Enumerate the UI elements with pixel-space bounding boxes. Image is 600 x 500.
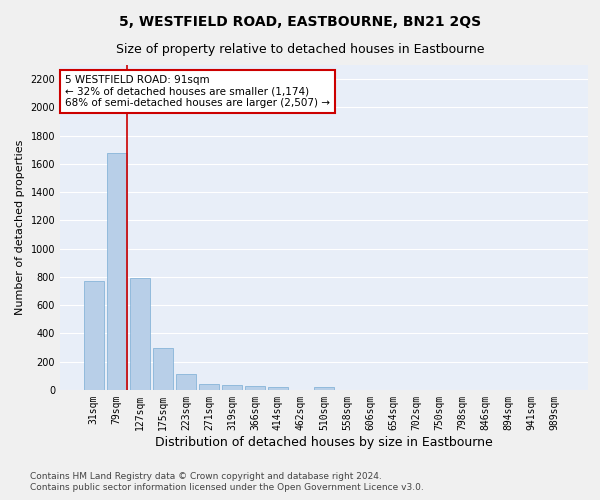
Bar [199, 384, 218, 390]
Y-axis label: Number of detached properties: Number of detached properties [15, 140, 25, 315]
Text: Size of property relative to detached houses in Eastbourne: Size of property relative to detached ho… [116, 42, 484, 56]
Bar [222, 386, 242, 390]
Bar [245, 386, 265, 390]
Text: Contains public sector information licensed under the Open Government Licence v3: Contains public sector information licen… [30, 483, 424, 492]
Bar [176, 374, 196, 390]
Text: 5, WESTFIELD ROAD, EASTBOURNE, BN21 2QS: 5, WESTFIELD ROAD, EASTBOURNE, BN21 2QS [119, 15, 481, 29]
Bar [130, 278, 149, 390]
X-axis label: Distribution of detached houses by size in Eastbourne: Distribution of detached houses by size … [155, 436, 493, 448]
Bar [268, 387, 288, 390]
Bar [107, 152, 127, 390]
Text: 5 WESTFIELD ROAD: 91sqm
← 32% of detached houses are smaller (1,174)
68% of semi: 5 WESTFIELD ROAD: 91sqm ← 32% of detache… [65, 74, 330, 108]
Text: Contains HM Land Registry data © Crown copyright and database right 2024.: Contains HM Land Registry data © Crown c… [30, 472, 382, 481]
Bar [84, 281, 104, 390]
Bar [153, 348, 173, 390]
Bar [314, 387, 334, 390]
